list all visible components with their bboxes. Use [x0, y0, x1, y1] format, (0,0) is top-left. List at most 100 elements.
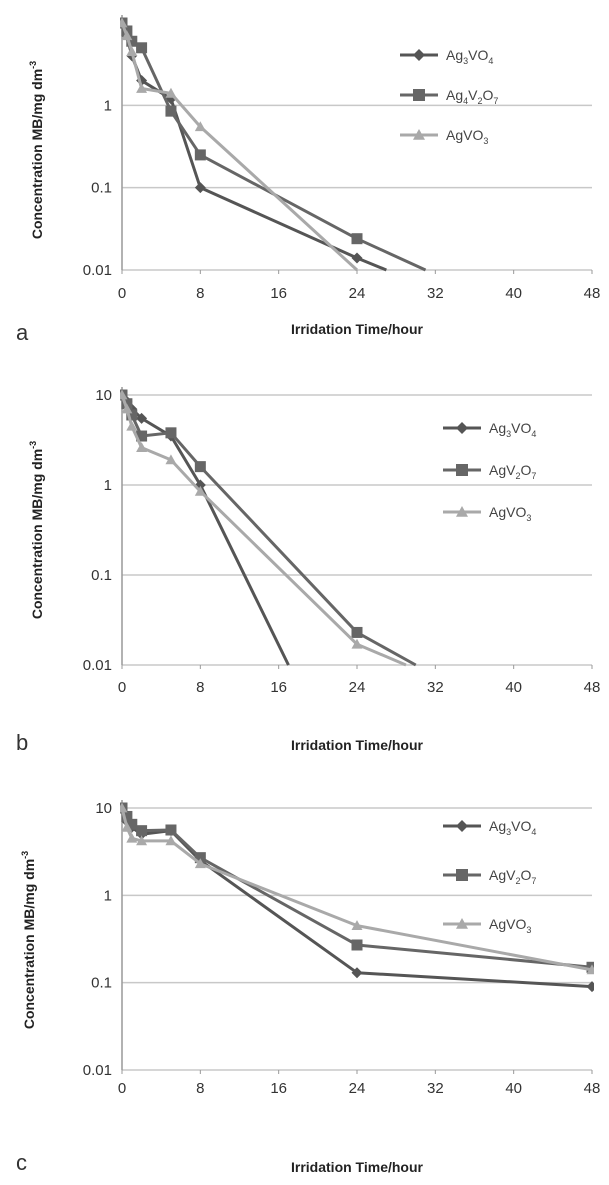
legend-label-part: 3 [526, 925, 531, 935]
legend-label-part: AgVO [489, 504, 526, 520]
legend-entry-Ag3VO4: Ag3VO4 [400, 47, 493, 66]
x-tick-label: 32 [427, 1080, 444, 1097]
legend-label-part: 7 [531, 471, 536, 481]
y-tick-label: 10 [95, 800, 112, 817]
data-point-AgV2O7 [165, 427, 177, 439]
data-point-AgVO3 [136, 835, 148, 846]
panel-letter: a [16, 320, 29, 345]
y-tick-label: 0.1 [91, 180, 112, 197]
legend-label: AgVO3 [489, 916, 531, 935]
legend-label-part: Ag [489, 818, 506, 834]
legend-label: Ag4V2O7 [446, 87, 498, 106]
data-point-Ag4V2O7 [136, 42, 148, 54]
legend-label: AgVO3 [489, 504, 531, 523]
legend-label: AgV2O7 [489, 867, 536, 886]
y-axis-title: Concentration MB/mg dm-3 [20, 851, 37, 1029]
y-axis-title-superscript: -3 [28, 441, 38, 449]
data-point-AgVO3 [126, 46, 138, 56]
x-axis-title: Irridation Time/hour [291, 737, 424, 753]
legend-marker [413, 49, 425, 61]
x-tick-label: 24 [349, 285, 366, 302]
legend-entry-Ag4V2O7: Ag4V2O7 [400, 87, 498, 106]
data-point-AgV2O7 [194, 852, 206, 864]
legend-marker [456, 820, 468, 832]
series-line-Ag4V2O7 [120, 22, 427, 272]
data-point-AgVO3 [120, 17, 128, 28]
legend-label-part: AgVO [489, 916, 526, 932]
data-point-AgVO3 [165, 87, 177, 98]
y-axis-title: Concentration MB/mg dm-3 [28, 441, 45, 619]
x-tick-label: 40 [505, 285, 522, 302]
legend-label-part: 4 [531, 429, 536, 439]
data-point-AgVO3 [126, 832, 138, 843]
data-point-AgVO3 [126, 420, 138, 431]
data-point-AgVO3 [136, 442, 148, 453]
data-point-Ag3VO4 [351, 252, 363, 264]
x-tick-label: 48 [584, 679, 601, 696]
legend-label-part: AgVO [446, 127, 483, 143]
y-tick-label: 10 [95, 387, 112, 404]
data-point-AgV2O7 [351, 939, 363, 951]
y-tick-label: 0.01 [83, 657, 112, 674]
data-point-AgV2O7 [165, 824, 177, 836]
x-tick-label: 48 [584, 1080, 601, 1097]
data-point-AgV2O7 [126, 818, 138, 830]
data-point-AgVO3 [586, 964, 594, 975]
y-tick-label: 1 [104, 887, 112, 904]
legend-entry-AgVO3: AgVO3 [400, 127, 488, 146]
data-point-Ag4V2O7 [165, 105, 177, 117]
legend-label-part: 3 [506, 429, 511, 439]
panel-letter: c [16, 1150, 27, 1175]
legend-entry-Ag3VO4: Ag3VO4 [443, 818, 536, 837]
panel-letter: b [16, 730, 28, 755]
legend-label-part: 3 [526, 513, 531, 523]
x-axis-title: Irridation Time/hour [291, 1159, 424, 1175]
data-point-Ag3VO4 [586, 981, 594, 993]
x-tick-label: 24 [349, 679, 366, 696]
x-axis-title: Irridation Time/hour [291, 321, 424, 337]
data-point-Ag3VO4 [136, 412, 148, 424]
series-line-AgVO3 [120, 394, 407, 667]
legend-label: Ag3VO4 [489, 818, 536, 837]
x-tick-label: 0 [118, 285, 126, 302]
legend-entry-AgV2O7: AgV2O7 [443, 867, 536, 886]
data-point-AgVO3 [120, 389, 128, 400]
legend-entry-AgVO3: AgVO3 [443, 916, 531, 935]
legend-label: Ag3VO4 [446, 47, 493, 66]
data-point-AgVO3 [165, 835, 177, 846]
y-tick-label: 0.01 [83, 262, 112, 279]
data-point-AgV2O7 [136, 430, 148, 442]
x-tick-label: 8 [196, 285, 204, 302]
legend-label-part: AgV [489, 462, 516, 478]
legend-label-part: 3 [506, 827, 511, 837]
legend-marker [456, 506, 468, 517]
legend-label-part: O [520, 867, 531, 883]
x-tick-label: 32 [427, 679, 444, 696]
legend-label-part: O [520, 462, 531, 478]
legend-marker [456, 422, 468, 434]
legend-label-part: 3 [483, 136, 488, 146]
legend-label: AgVO3 [446, 127, 488, 146]
plot-area [120, 802, 594, 993]
data-point-Ag4V2O7 [194, 149, 206, 161]
data-point-AgVO3 [351, 638, 363, 649]
legend-label-part: 2 [515, 876, 520, 886]
y-tick-label: 0.1 [91, 975, 112, 992]
legend-label: AgV2O7 [489, 462, 536, 481]
x-tick-label: 32 [427, 285, 444, 302]
data-point-Ag3VO4 [351, 967, 363, 979]
legend-marker [456, 918, 468, 929]
data-point-AgVO3 [165, 454, 177, 465]
data-point-AgVO3 [194, 121, 206, 132]
data-point-AgVO3 [120, 802, 128, 813]
y-tick-label: 1 [104, 97, 112, 114]
data-point-AgV2O7 [586, 961, 594, 973]
legend-marker [456, 464, 468, 476]
x-tick-label: 40 [505, 1080, 522, 1097]
legend-label-part: 4 [531, 827, 536, 837]
x-tick-label: 8 [196, 1080, 204, 1097]
legend-label-part: 2 [477, 96, 482, 106]
